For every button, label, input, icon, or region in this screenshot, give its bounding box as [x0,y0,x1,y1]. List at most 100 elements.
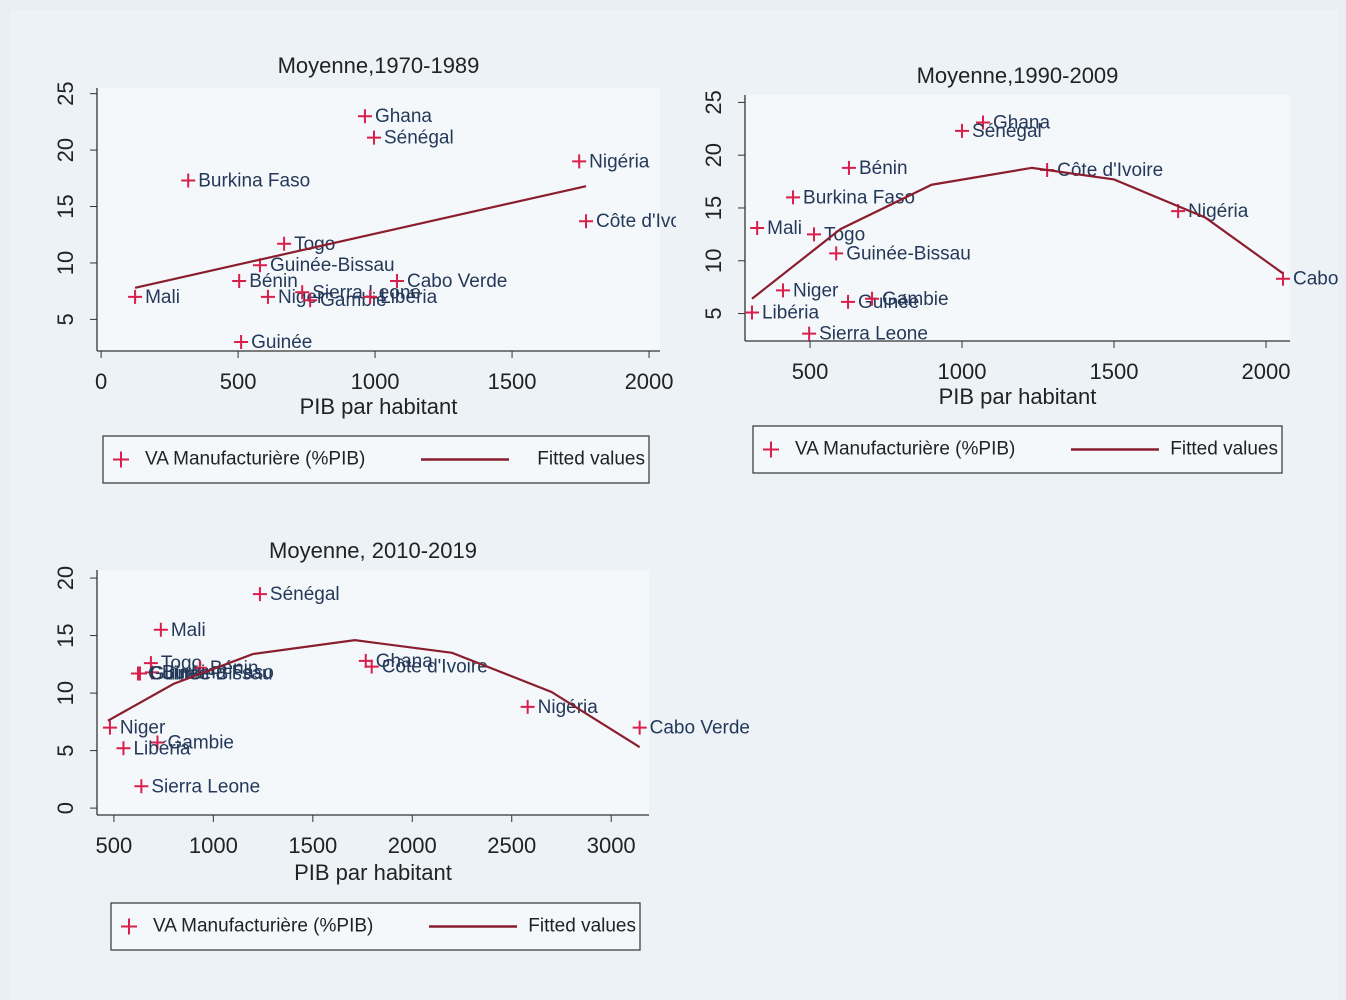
x-axis-label: PIB par habitant [939,384,1097,409]
point [841,294,856,309]
point [153,622,168,637]
point-label: Nigéria [589,151,650,172]
point [366,130,381,145]
point-label: Bénin [859,158,908,179]
point [632,720,647,735]
fitted-line [134,185,587,289]
point-label: Côte d'Ivoire [382,657,488,678]
x-tick-label: 2000 [388,833,437,858]
point-label: Cabo Verde [1293,269,1346,290]
point-label: Burkina Faso [803,187,915,208]
plot-area [745,95,1290,341]
point-label: Togo [824,224,865,245]
y-tick-label: 5 [53,744,78,756]
point-label: Sierra Leone [819,324,928,345]
point-label: Ghana [993,112,1050,133]
point [389,274,404,289]
fitted-line [107,639,641,749]
legend-box [102,435,650,484]
plot-area [97,88,660,351]
legend-label: Fitted values [537,449,645,470]
point-label: Nigéria [1188,201,1249,222]
point [303,293,318,308]
point-label: Cabo Verde [650,718,750,739]
point-label: Gambie [320,290,387,311]
point [232,274,247,289]
point-label: Guinée [251,332,312,353]
point [116,741,131,756]
point-label: Togo [161,653,202,674]
point-label: Guinée [858,292,919,313]
point-label: Mali [767,218,802,239]
x-tick-label: 500 [96,833,133,858]
y-tick-label: 25 [53,81,78,105]
point [128,289,143,304]
y-tick-label: 15 [701,196,726,220]
y-tick-label: 20 [53,566,78,590]
x-tick-label: 0 [95,369,107,394]
point [357,109,372,124]
point [130,666,145,681]
point-label: Bénin [249,271,298,292]
point [150,735,165,750]
panel: Moyenne,1970-1989 PIB par habitant 0 500 100… [53,53,676,484]
x-tick-label: 1500 [488,369,537,394]
y-tick-label: 20 [701,143,726,167]
y-tick-label: 25 [701,90,726,114]
legend-label: VA Manufacturière (%PIB) [795,439,1015,460]
x-tick-label: 2000 [1242,359,1291,384]
point-label: Sénégal [972,121,1042,142]
point [1276,271,1291,286]
y-tick-label: 15 [53,623,78,647]
legend-label: VA Manufacturière (%PIB) [153,916,373,937]
plot-area [97,570,649,815]
point [786,190,801,205]
point [102,720,117,735]
point [750,221,765,236]
point-label: Sierra Leone [151,776,260,797]
point [252,587,267,602]
point-label: Niger [120,718,166,739]
point [134,779,149,794]
point-label: Burkina Faso [198,171,310,192]
point [260,289,275,304]
y-tick-label: 10 [53,251,78,275]
legend-label: Fitted values [528,916,636,937]
x-tick-label: 1000 [351,369,400,394]
point-label: Gambie [167,733,234,754]
point-label: Mali [171,620,206,641]
legend-marker [121,918,137,935]
point [744,305,759,320]
point [579,214,594,229]
point [775,283,790,298]
x-tick-label: 3000 [587,833,636,858]
point [144,665,159,680]
point [572,154,587,169]
point [358,653,373,668]
point-label: Gambie [882,289,949,310]
x-tick-label: 500 [220,369,257,394]
point-label: Guinée-Bissau [148,664,273,685]
point-label: Bénin [210,658,259,679]
point [955,123,970,138]
x-axis-label: PIB par habitant [294,860,452,885]
chart-title: Moyenne, 2010-2019 [269,538,477,563]
point-label: Libéria [133,738,190,759]
x-tick-label: 1000 [189,833,238,858]
x-tick-label: 1500 [288,833,337,858]
point-label: Mali [145,287,180,308]
legend-marker [113,451,129,468]
point-label: Ghana [376,651,433,672]
y-tick-label: 0 [53,802,78,814]
point-label: Niger [793,280,839,301]
legend-marker [763,441,779,458]
point [181,173,196,188]
point [520,699,535,714]
point [234,334,249,349]
legend-box [110,902,641,951]
point-label: Guinée [150,664,211,685]
point [865,291,880,306]
y-tick-label: 20 [53,138,78,162]
y-tick-label: 10 [53,681,78,705]
